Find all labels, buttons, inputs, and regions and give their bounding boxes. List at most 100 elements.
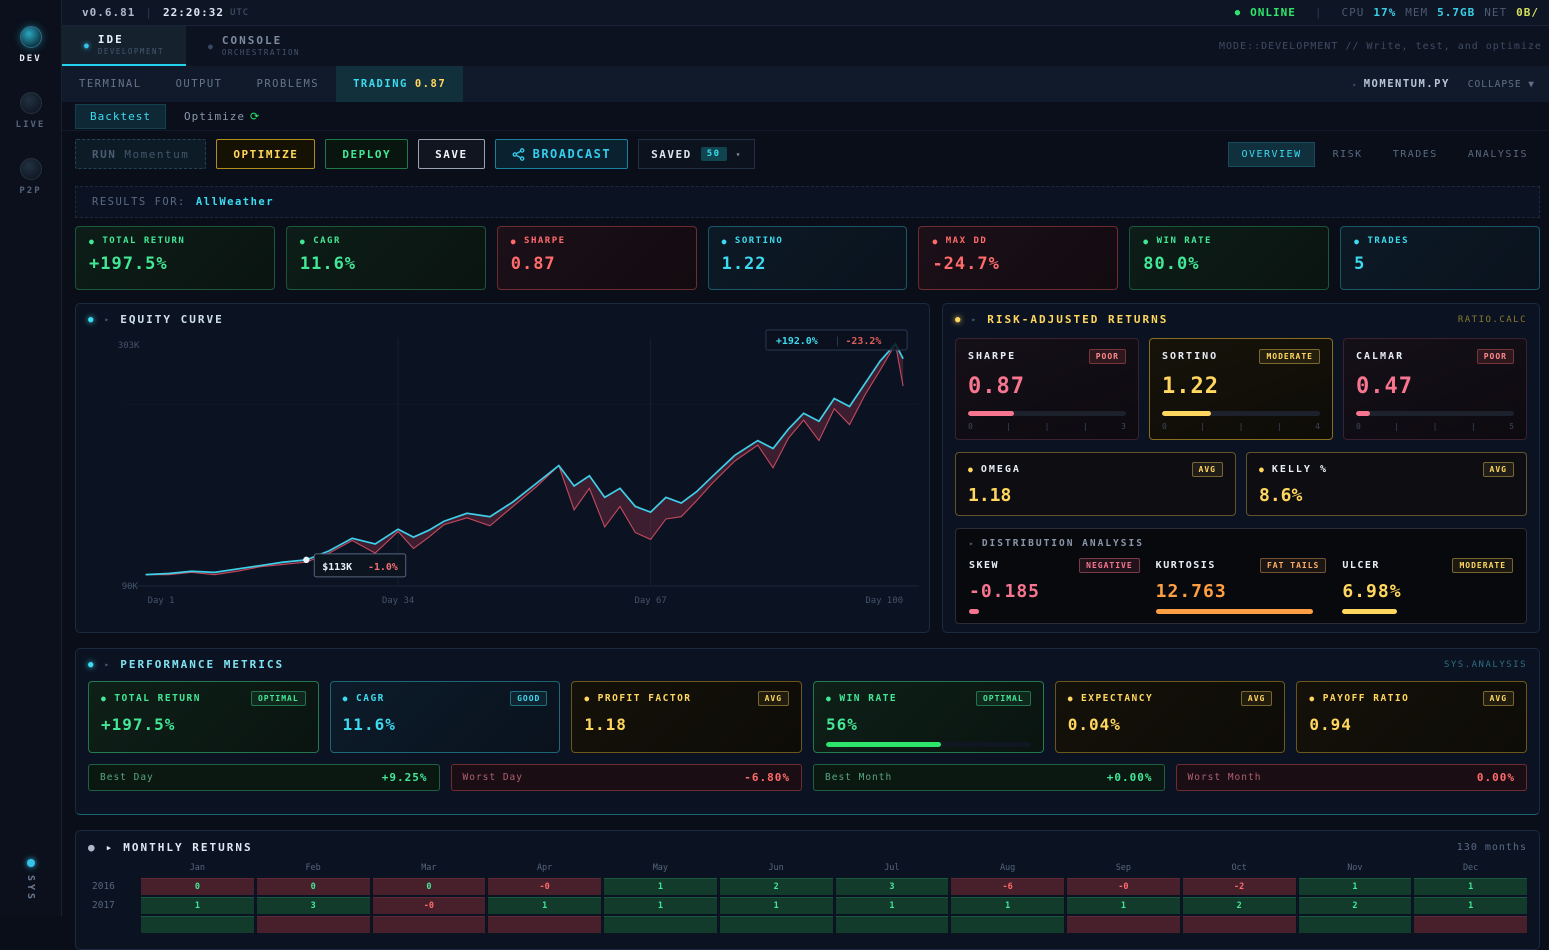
sidebar-item-sys-label: SYS xyxy=(25,875,36,902)
monthly-return-cell[interactable]: -0 xyxy=(373,897,486,914)
monthly-return-cell[interactable]: 0 xyxy=(141,878,254,895)
saved-dropdown[interactable]: SAVED 50 ▾ xyxy=(638,139,755,169)
monthly-return-cell[interactable] xyxy=(951,916,1064,933)
monthly-return-cell[interactable]: -2 xyxy=(1183,878,1296,895)
monthly-return-cell[interactable]: -6 xyxy=(951,878,1064,895)
monthly-return-cell[interactable] xyxy=(373,916,486,933)
monthly-return-cell[interactable]: 1 xyxy=(951,897,1064,914)
view-tab-risk[interactable]: RISK xyxy=(1321,143,1375,166)
sidebar-item-p2p[interactable]: P2P xyxy=(16,158,46,196)
monthly-return-cell[interactable] xyxy=(257,916,370,933)
distribution-label: KURTOSIS xyxy=(1156,560,1216,571)
monthly-return-cell[interactable]: 2 xyxy=(1183,897,1296,914)
monthly-return-cell[interactable]: 2 xyxy=(720,878,833,895)
metric-dot-icon: ● xyxy=(1259,465,1264,474)
monthly-return-cell[interactable]: -0 xyxy=(488,878,601,895)
monthly-return-cell[interactable] xyxy=(141,916,254,933)
monthly-return-cell[interactable]: 1 xyxy=(1414,878,1527,895)
monthly-return-cell[interactable]: 3 xyxy=(836,878,949,895)
y-axis-tick: 90K xyxy=(122,582,139,592)
monthly-return-cell[interactable]: 3 xyxy=(257,897,370,914)
monthly-return-cell[interactable] xyxy=(1299,916,1412,933)
broadcast-button[interactable]: BROADCAST xyxy=(495,139,629,169)
status-badge: AVG xyxy=(1483,462,1514,477)
tab-output[interactable]: OUTPUT xyxy=(159,66,240,102)
save-button[interactable]: SAVE xyxy=(418,139,485,169)
tab-terminal[interactable]: TERMINAL xyxy=(62,66,159,102)
panel-status-icon: ● xyxy=(88,841,97,854)
monthly-return-cell[interactable] xyxy=(836,916,949,933)
gauge-scale: 0|||5 xyxy=(1356,422,1514,431)
metric-value: 1.18 xyxy=(968,485,1223,506)
tab-ide[interactable]: ● IDE DEVELOPMENT xyxy=(62,26,186,66)
drawdown-area xyxy=(146,344,903,575)
metric-dot-icon: ● xyxy=(932,237,938,246)
monthly-return-cell[interactable] xyxy=(720,916,833,933)
file-tab[interactable]: ▸MOMENTUM.PY xyxy=(1352,78,1449,90)
summary-card-max-dd[interactable]: ●MAX DD-24.7% xyxy=(918,226,1118,290)
monthly-return-cell[interactable]: -0 xyxy=(1067,878,1180,895)
tab-backtest[interactable]: Backtest xyxy=(75,104,166,129)
summary-card-total-return[interactable]: ●TOTAL RETURN+197.5% xyxy=(75,226,275,290)
sidebar-bottom[interactable]: SYS xyxy=(25,859,36,902)
month-header: Feb xyxy=(257,863,370,876)
sidebar-item-dev[interactable]: DEV xyxy=(16,26,46,64)
view-tab-trades[interactable]: TRADES xyxy=(1381,143,1450,166)
monthly-return-cell[interactable]: 2 xyxy=(1299,897,1412,914)
monthly-return-cell[interactable] xyxy=(1414,916,1527,933)
view-tab-overview[interactable]: OVERVIEW xyxy=(1228,142,1314,167)
status-badge: OPTIMAL xyxy=(251,691,306,706)
monthly-return-cell[interactable]: 1 xyxy=(604,878,717,895)
monthly-return-cell[interactable]: 1 xyxy=(720,897,833,914)
monthly-return-cell[interactable]: 1 xyxy=(488,897,601,914)
tab-console[interactable]: ● CONSOLE ORCHESTRATION xyxy=(186,26,322,66)
monthly-return-cell[interactable]: 1 xyxy=(141,897,254,914)
monthly-return-cell[interactable]: 1 xyxy=(1067,897,1180,914)
run-button[interactable]: RUN Momentum xyxy=(75,139,206,169)
monthly-return-cell[interactable]: 0 xyxy=(373,878,486,895)
monthly-return-cell[interactable]: 1 xyxy=(836,897,949,914)
tab-problems[interactable]: PROBLEMS xyxy=(240,66,337,102)
monthly-return-cell[interactable]: 0 xyxy=(257,878,370,895)
tab-optimize[interactable]: Optimize⟳ xyxy=(184,110,260,123)
monthly-return-cell[interactable]: 1 xyxy=(1414,897,1527,914)
monthly-return-cell[interactable] xyxy=(604,916,717,933)
sidebar-item-live[interactable]: LIVE xyxy=(16,92,46,130)
deploy-button[interactable]: DEPLOY xyxy=(325,139,408,169)
collapse-button[interactable]: COLLAPSE ▼ xyxy=(1468,79,1535,90)
monthly-return-cell[interactable] xyxy=(488,916,601,933)
tab-trading-value: 0.87 xyxy=(415,78,446,90)
metric-value: +197.5% xyxy=(89,254,261,274)
tab-trading[interactable]: TRADING 0.87 xyxy=(336,66,463,102)
monthly-return-cell[interactable] xyxy=(1067,916,1180,933)
monthly-return-cell[interactable]: 1 xyxy=(1299,878,1412,895)
tooltip-marker[interactable] xyxy=(303,557,309,563)
monthly-return-cell[interactable]: 1 xyxy=(604,897,717,914)
distribution-bar xyxy=(1156,609,1313,614)
module-icon xyxy=(20,158,42,180)
view-tab-analysis[interactable]: ANALYSIS xyxy=(1456,143,1540,166)
gauge-scale-min: 0 xyxy=(968,422,973,431)
optimize-button[interactable]: OPTIMIZE xyxy=(216,139,315,169)
monthly-return-cell[interactable] xyxy=(1183,916,1296,933)
